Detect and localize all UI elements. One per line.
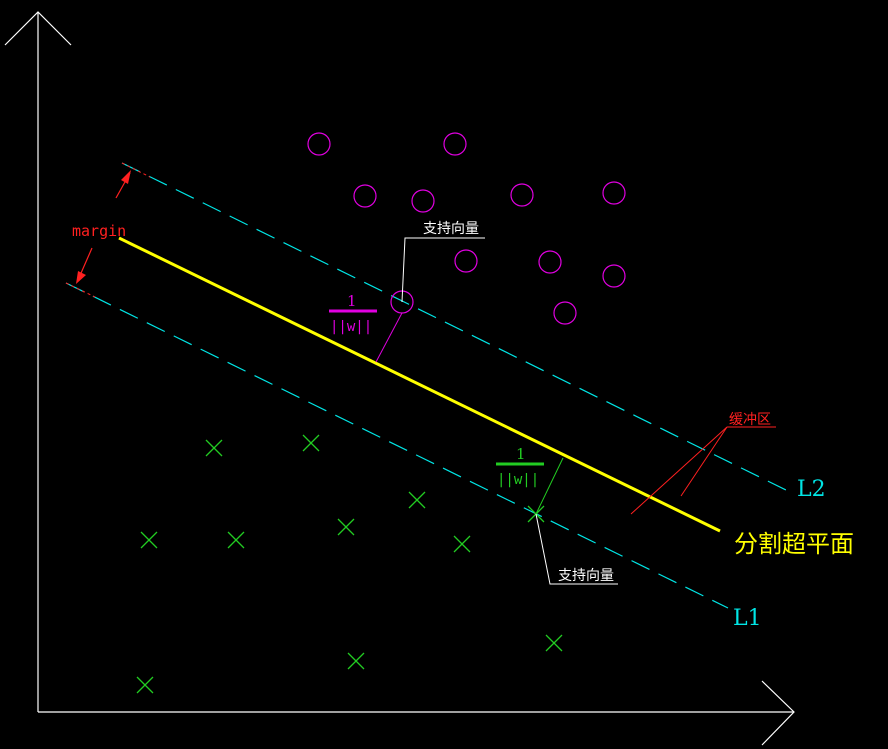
buffer-leader-2 (680, 426, 728, 497)
circle-point (602, 264, 626, 288)
fraction-bottom-denominator: ||w|| (497, 472, 539, 488)
fraction-top-numerator: 1 (347, 292, 357, 310)
distance-leader-top (375, 312, 403, 363)
x-axis-arrowhead (761, 680, 795, 746)
margin-label: margin (72, 222, 126, 240)
circle-point (443, 132, 467, 156)
circle-point (538, 250, 562, 274)
circle-point (510, 183, 534, 207)
buffer-zone-leaders (630, 426, 776, 515)
y-axis-arrowhead (4, 11, 72, 46)
buffer-zone-label: 缓冲区 (729, 412, 771, 428)
cross-point (337, 518, 355, 536)
cross-point (302, 434, 320, 452)
separating-hyperplane (118, 236, 721, 533)
cross-point (205, 439, 223, 457)
distance-leader-bottom (535, 457, 564, 515)
boundary-line-l1 (65, 282, 729, 609)
cross-point (347, 652, 365, 670)
hyperplane-label: 分割超平面 (734, 530, 854, 558)
axes (4, 11, 795, 746)
cross-point (136, 676, 154, 694)
support-vector-label-bottom: 支持向量 (558, 568, 614, 584)
cross-point (408, 491, 426, 509)
circle-point (454, 249, 478, 273)
margin-ext-bottom (65, 282, 96, 298)
circle-point (307, 132, 331, 156)
l2-label: L2 (797, 477, 826, 502)
support-vector-leader-top (401, 237, 485, 303)
l1-label: L1 (733, 606, 762, 631)
circle-point (602, 181, 626, 205)
circle-point (411, 189, 435, 213)
support-vector-label-top: 支持向量 (423, 221, 479, 237)
margin-arrow-up-icon (121, 170, 131, 184)
circle-point (553, 301, 577, 325)
support-vector-leader-bottom (535, 513, 618, 585)
fraction-top-denominator: ||w|| (330, 319, 372, 335)
class-crosses (136, 434, 563, 694)
circle-point (353, 184, 377, 208)
cross-point (453, 535, 471, 553)
margin-arrow-down-icon (76, 271, 86, 284)
margin-ext-top (121, 162, 151, 178)
margin-annotation (65, 162, 151, 298)
cross-point (227, 531, 245, 549)
fraction-bottom-numerator: 1 (516, 445, 526, 463)
cross-point (140, 531, 158, 549)
cross-point (545, 634, 563, 652)
boundary-line-l2 (121, 162, 791, 493)
buffer-leader-1 (630, 426, 728, 515)
